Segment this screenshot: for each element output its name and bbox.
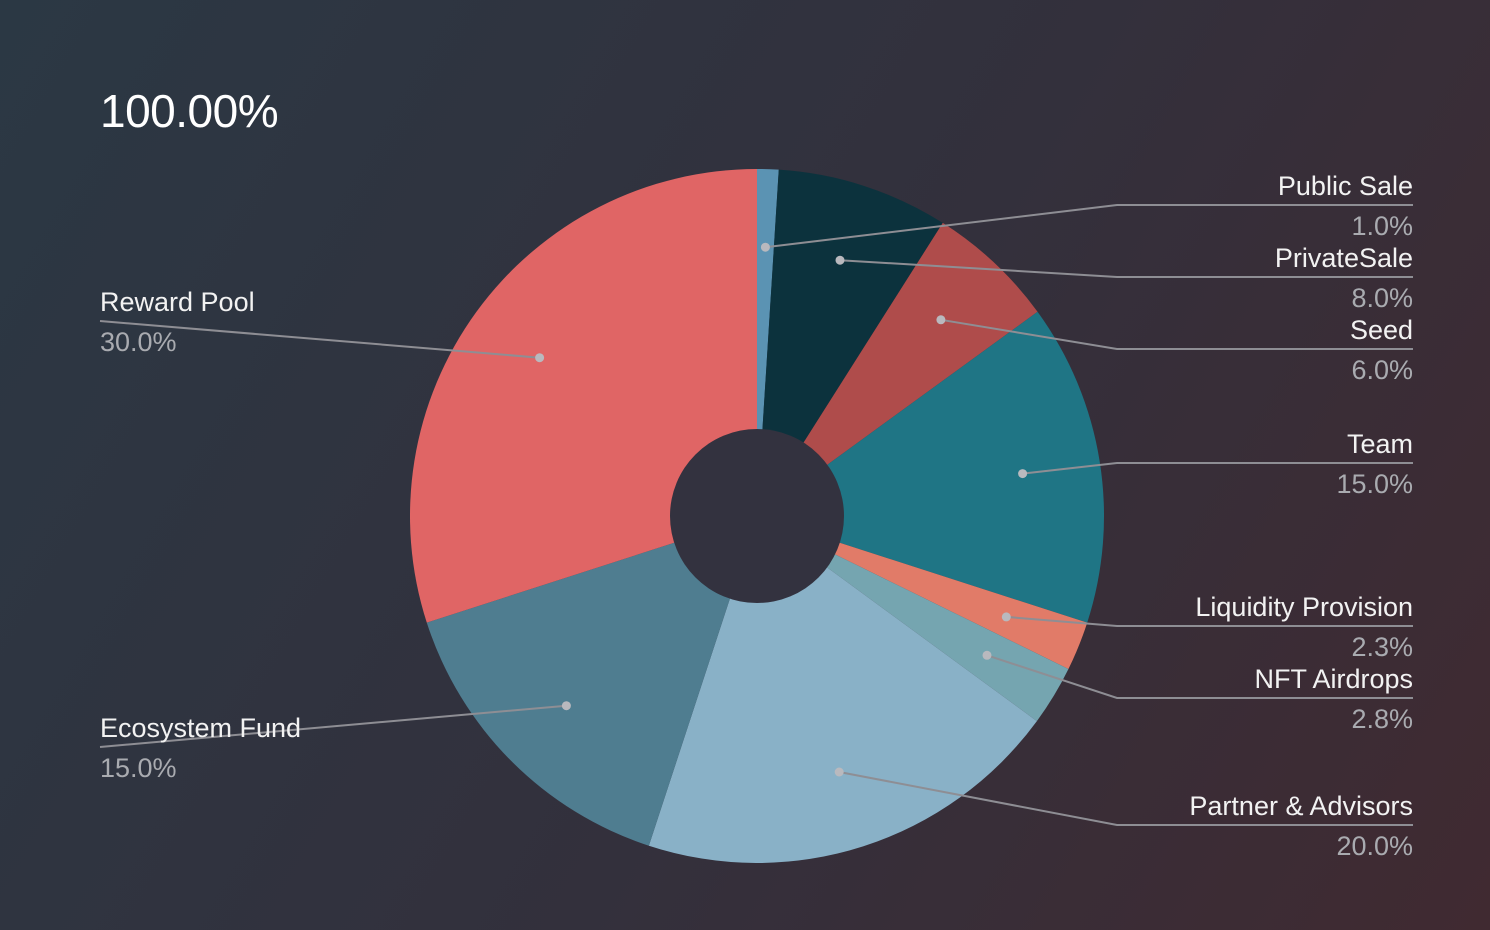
leader-dot-partner-advisors [834, 767, 844, 777]
label-name-liquidity-provision: Liquidity Provision [1195, 592, 1413, 622]
label-name-seed: Seed [1350, 315, 1413, 345]
label-value-team: 15.0% [1336, 469, 1413, 499]
label-value-public-sale: 1.0% [1351, 211, 1413, 241]
label-name-team: Team [1347, 429, 1413, 459]
leader-line-seed [940, 318, 1413, 350]
leader-dot-seed [936, 315, 946, 325]
slice-seed[interactable] [757, 222, 1038, 516]
leader-dot-privatesale [835, 255, 845, 265]
slice-ecosystem-fund[interactable] [426, 516, 757, 846]
slice-reward-pool[interactable] [409, 169, 757, 623]
slice-team[interactable] [757, 311, 1105, 623]
leader-dot-reward-pool [535, 353, 545, 363]
leader-dot-ecosystem-fund [561, 701, 571, 711]
label-name-privatesale: PrivateSale [1275, 243, 1413, 273]
label-value-liquidity-provision: 2.3% [1351, 632, 1413, 662]
label-name-partner-advisors: Partner & Advisors [1189, 791, 1413, 821]
leader-line-ecosystem-fund [99, 704, 567, 748]
leader-dot-public-sale [760, 242, 770, 252]
total-percentage: 100.00% [100, 85, 279, 137]
label-value-ecosystem-fund: 15.0% [100, 753, 177, 783]
label-name-ecosystem-fund: Ecosystem Fund [100, 713, 301, 743]
label-value-reward-pool: 30.0% [100, 327, 177, 357]
leader-line-liquidity-provision [1006, 615, 1413, 627]
label-value-nft-airdrops: 2.8% [1351, 704, 1413, 734]
label-name-public-sale: Public Sale [1278, 171, 1413, 201]
label-value-seed: 6.0% [1351, 355, 1413, 385]
leader-dot-liquidity-provision [1001, 612, 1011, 622]
leader-line-reward-pool [99, 320, 540, 359]
leader-dot-nft-airdrops [982, 650, 992, 660]
label-name-reward-pool: Reward Pool [100, 287, 255, 317]
leader-line-privatesale [839, 259, 1413, 278]
slice-liquidity-provision[interactable] [757, 516, 1088, 670]
slice-nft-airdrops[interactable] [757, 516, 1069, 722]
leader-dot-team [1018, 469, 1028, 479]
slices [409, 168, 1105, 863]
leader-line-nft-airdrops [986, 654, 1413, 699]
leader-line-public-sale [765, 204, 1413, 249]
leader-line-team [1022, 462, 1413, 475]
donut-hole [670, 429, 844, 603]
label-value-partner-advisors: 20.0% [1336, 831, 1413, 861]
slice-partner-advisors[interactable] [648, 516, 1037, 863]
label-name-nft-airdrops: NFT Airdrops [1254, 664, 1413, 694]
label-value-privatesale: 8.0% [1351, 283, 1413, 313]
slice-privatesale[interactable] [757, 169, 943, 516]
callout-labels: Public Sale 1.0%PrivateSale 8.0%Seed 6.0% Te… [99, 171, 1413, 861]
leader-line-partner-advisors [839, 771, 1413, 826]
